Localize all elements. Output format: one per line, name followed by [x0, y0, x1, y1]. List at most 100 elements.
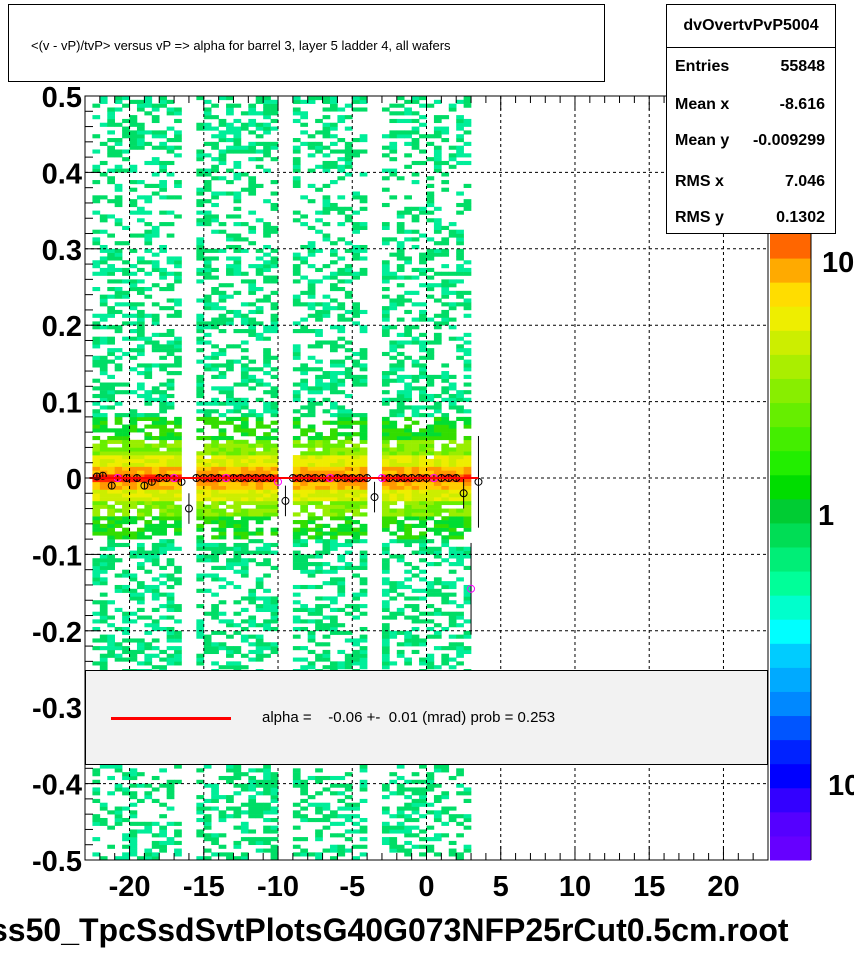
heatmap-cell [307, 313, 316, 318]
heatmap-cell [404, 787, 412, 792]
heatmap-cell [389, 520, 398, 525]
color-scale-cell [770, 715, 811, 741]
heatmap-cell [389, 596, 398, 601]
heatmap-cell [92, 260, 101, 265]
heatmap-cell [292, 160, 301, 166]
heatmap-cell [122, 428, 130, 433]
heatmap-cell [411, 244, 420, 250]
heatmap-cell [352, 271, 360, 276]
heatmap-cell [240, 439, 249, 444]
heatmap-cell [196, 96, 205, 101]
heatmap-cell [322, 264, 331, 269]
heatmap-cell [174, 138, 182, 143]
heatmap-cell [315, 96, 323, 101]
heatmap-cell [233, 504, 242, 509]
heatmap-cell [159, 512, 167, 517]
heatmap-cell [270, 317, 279, 322]
heatmap-cell [136, 783, 145, 788]
heatmap-cell [174, 497, 182, 502]
heatmap-cell [381, 500, 390, 506]
heatmap-cell [203, 271, 212, 276]
heatmap-cell [196, 779, 205, 784]
heatmap-cell [381, 271, 390, 276]
heatmap-cell [114, 485, 123, 490]
heatmap-cell [255, 458, 264, 464]
heatmap-cell [107, 313, 115, 318]
heatmap-cell [411, 180, 420, 185]
heatmap-cell [159, 665, 167, 670]
heatmap-cell [441, 466, 450, 471]
heatmap-cell [329, 202, 338, 208]
heatmap-cell [300, 584, 309, 590]
heatmap-cell [307, 405, 316, 410]
heatmap-cell [419, 546, 427, 551]
heatmap-cell [144, 199, 153, 204]
heatmap-cell [441, 390, 450, 395]
heatmap-cell [404, 424, 412, 429]
heatmap-cell [114, 96, 123, 101]
heatmap-cell [196, 382, 205, 387]
heatmap-cell [315, 466, 323, 471]
heatmap-cell [337, 210, 346, 215]
heatmap-cell [300, 214, 309, 219]
heatmap-cell [151, 596, 160, 601]
heatmap-cell [114, 466, 123, 471]
heatmap-cell [136, 443, 145, 448]
heatmap-cell [233, 214, 242, 219]
heatmap-cell [248, 787, 257, 792]
heatmap-cell [211, 493, 219, 498]
heatmap-cell [218, 642, 227, 647]
heatmap-cell [315, 118, 323, 124]
heatmap-cell [404, 458, 412, 464]
heatmap-cell [344, 550, 353, 555]
heatmap-cell [92, 638, 101, 643]
heatmap-cell [456, 122, 464, 127]
heatmap-cell [337, 195, 346, 200]
heatmap-cell [218, 401, 227, 406]
heatmap-cell [196, 489, 205, 494]
heatmap-cell [448, 393, 457, 399]
heatmap-cell [136, 455, 145, 460]
heatmap-cell [218, 290, 227, 295]
heatmap-cell [344, 481, 353, 486]
profile-point [184, 504, 193, 513]
heatmap-cell [211, 661, 219, 666]
heatmap-cell [389, 844, 398, 849]
heatmap-cell [411, 638, 420, 643]
heatmap-cell [300, 363, 309, 368]
heatmap-cell [99, 160, 108, 166]
heatmap-cell [329, 160, 338, 166]
heatmap-cell [396, 508, 405, 513]
heatmap-cell [292, 397, 301, 402]
heatmap-cell [151, 592, 160, 597]
heatmap-cell [166, 107, 175, 112]
heatmap-cell [433, 298, 442, 303]
heatmap-cell [337, 581, 346, 586]
heatmap-cell [426, 539, 435, 544]
heatmap-cell [211, 202, 219, 208]
heatmap-cell [456, 409, 464, 414]
heatmap-cell [248, 493, 257, 498]
heatmap-cell [107, 138, 115, 143]
heatmap-cell [159, 539, 167, 544]
heatmap-cell [419, 458, 427, 464]
heatmap-cell [404, 504, 412, 509]
heatmap-cell [174, 661, 182, 666]
heatmap-cell [322, 642, 331, 647]
heatmap-cell [411, 844, 420, 849]
heatmap-cell [114, 542, 123, 548]
heatmap-cell [211, 607, 219, 612]
heatmap-cell [411, 439, 420, 444]
heatmap-cell [337, 821, 346, 826]
heatmap-cell [322, 439, 331, 444]
heatmap-cell [270, 619, 279, 624]
heatmap-cell [151, 160, 160, 166]
heatmap-cell [144, 821, 153, 826]
heatmap-cell [240, 466, 249, 471]
heatmap-cell [300, 814, 309, 819]
heatmap-cell [166, 821, 175, 826]
heatmap-cell [426, 283, 435, 288]
heatmap-cell [226, 646, 234, 651]
heatmap-cell [433, 481, 442, 486]
heatmap-cell [337, 531, 346, 536]
